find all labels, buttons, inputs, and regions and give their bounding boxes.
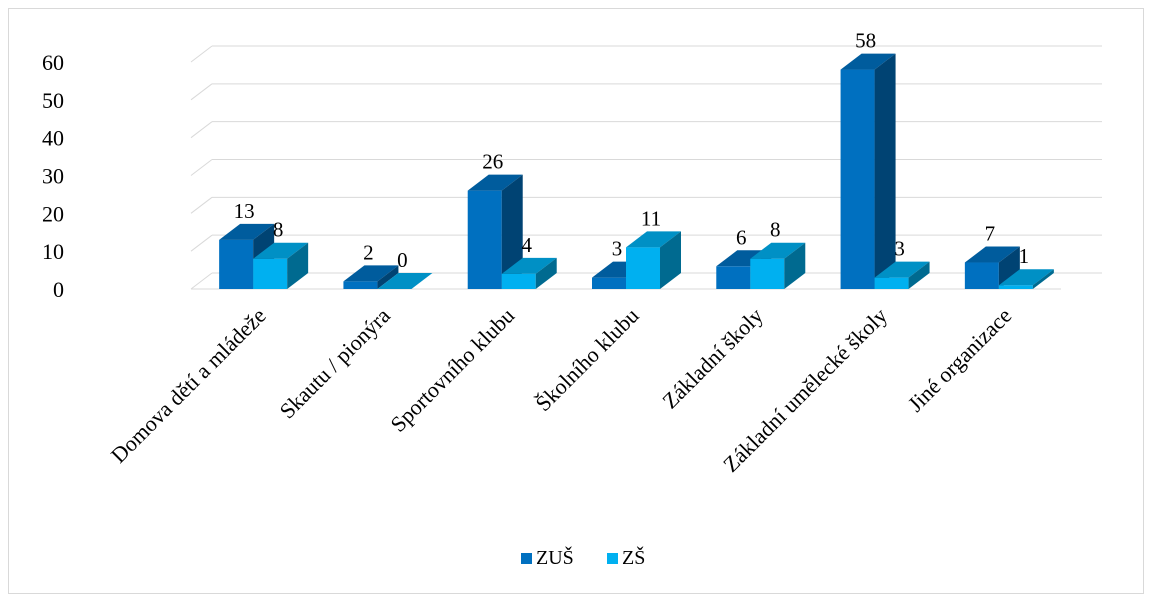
bar-zus	[592, 277, 626, 289]
bar-zs	[750, 258, 785, 289]
bar-zs	[998, 285, 1033, 289]
bar-top-face	[998, 269, 1054, 286]
data-label: 3	[612, 237, 623, 261]
gridline-side	[190, 45, 213, 63]
data-label: 2	[363, 240, 374, 264]
data-label: 6	[736, 225, 747, 249]
chart-frame	[8, 8, 1144, 594]
bar-top-face	[253, 242, 309, 259]
data-label: 13	[234, 199, 255, 223]
data-label: 8	[770, 218, 781, 242]
category-label: Základní školy	[657, 303, 768, 414]
legend-swatch	[607, 553, 618, 564]
gridline-side	[190, 159, 213, 176]
y-tick-label: 60	[42, 50, 64, 75]
bar-top-face	[219, 223, 275, 240]
y-tick-label: 50	[42, 88, 64, 113]
data-label: 26	[482, 150, 503, 174]
data-label: 8	[273, 218, 284, 242]
data-label: 58	[855, 29, 876, 53]
bar-top-face	[874, 261, 930, 278]
category-label: Školního klubu	[530, 303, 643, 416]
legend-swatch	[521, 553, 532, 564]
bar-zs	[253, 258, 288, 289]
data-label: 4	[521, 233, 532, 257]
category-label: Jiné organizace	[903, 303, 1017, 417]
bar-zus	[467, 190, 502, 289]
bar-side-face	[874, 53, 896, 289]
y-tick-label: 20	[42, 201, 64, 226]
bar-side-face	[908, 261, 930, 289]
bar-side-face	[377, 265, 399, 289]
gridline-side	[190, 272, 213, 290]
data-label: 3	[894, 237, 905, 261]
bar-top-face	[964, 246, 1020, 263]
bar-top-face	[501, 257, 557, 274]
gridline-side	[190, 83, 213, 101]
bar-side-face	[287, 242, 309, 289]
data-label: 7	[985, 222, 996, 246]
bar-side-face	[998, 246, 1020, 289]
legend-label: ZŠ	[622, 545, 645, 569]
category-label: Skautu / pionýra	[274, 303, 395, 424]
y-tick-label: 40	[42, 126, 64, 151]
bar-top-face	[377, 273, 433, 289]
gridline-side	[190, 121, 213, 139]
data-label: 11	[641, 206, 661, 230]
bar-top-face	[467, 174, 523, 191]
bar-side-face	[784, 242, 806, 289]
bar-zus	[343, 281, 378, 289]
bar-zs	[626, 247, 660, 289]
bar-zus	[840, 69, 875, 289]
y-tick-label: 30	[42, 164, 64, 189]
bar-top-face	[750, 242, 806, 259]
bar-side-face	[535, 257, 557, 289]
bar-zs	[874, 277, 909, 289]
y-tick-label: 10	[42, 239, 64, 264]
data-label: 0	[397, 248, 408, 272]
legend-label: ZUŠ	[536, 545, 574, 569]
data-label: 1	[1019, 244, 1030, 268]
bar-side-face	[501, 174, 523, 289]
bar-zs	[501, 273, 536, 289]
category-label: Sportovního klubu	[385, 303, 519, 437]
bar-zus	[219, 239, 254, 289]
bar-side-face	[660, 231, 681, 289]
bar-top-face	[840, 53, 896, 70]
gridline-side	[190, 234, 213, 252]
bar-top-face	[343, 265, 399, 282]
bar-top-face	[626, 231, 681, 248]
category-label: Domova dětí a mládeže	[106, 303, 271, 468]
gridline-side	[190, 196, 213, 214]
bar-zus	[964, 262, 999, 289]
bar-side-face	[1032, 269, 1054, 289]
y-tick-label: 0	[53, 277, 64, 302]
bar-zus	[716, 266, 751, 289]
